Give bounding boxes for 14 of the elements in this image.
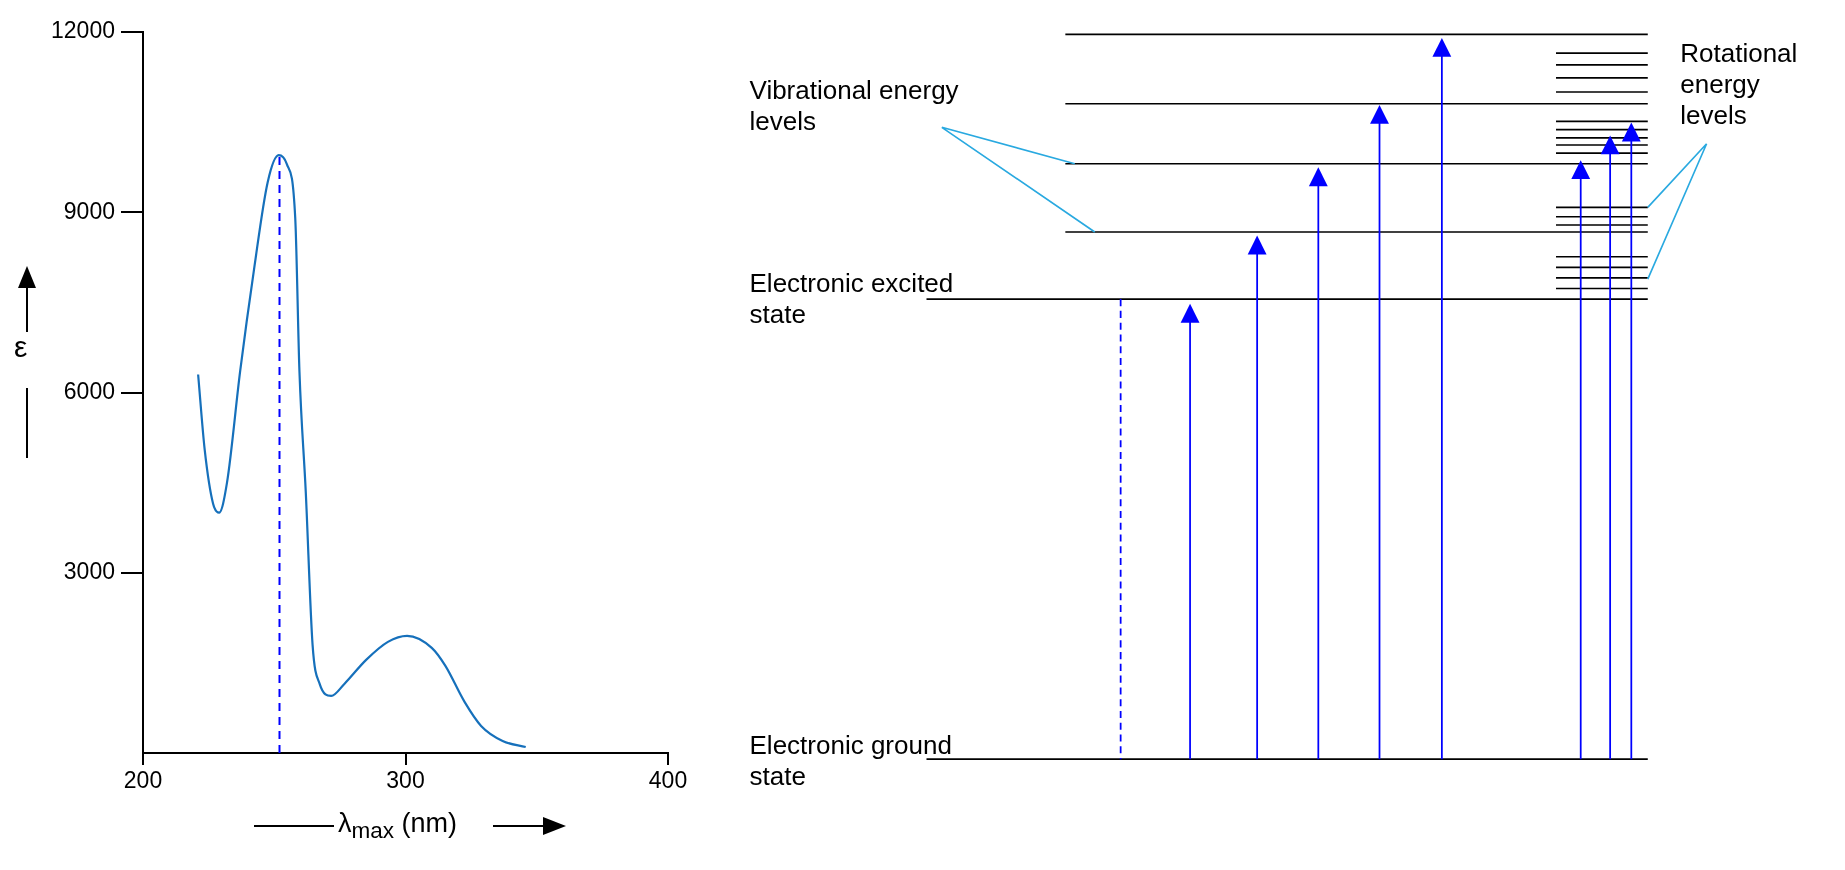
text: Vibrational energy levels xyxy=(749,75,960,138)
y-tick-label: 3000 xyxy=(63,558,115,585)
text: Electronic excited state xyxy=(749,268,955,331)
y-tick-label: 9000 xyxy=(63,197,115,224)
x-tick-label: 400 xyxy=(648,767,688,794)
y-tick-label: 12000 xyxy=(51,17,115,44)
line-series xyxy=(197,154,527,749)
y-axis-title: ε xyxy=(14,330,28,364)
x-axis-title: λ$_{max}$ (nm) xyxy=(338,808,458,845)
text: Electronic ground state xyxy=(749,729,953,792)
text: Rotational energy levels xyxy=(1680,37,1799,131)
x-tick-label: 300 xyxy=(386,767,425,794)
y-tick-label: 6000 xyxy=(63,377,115,404)
x-tick-label: 200 xyxy=(123,767,163,794)
